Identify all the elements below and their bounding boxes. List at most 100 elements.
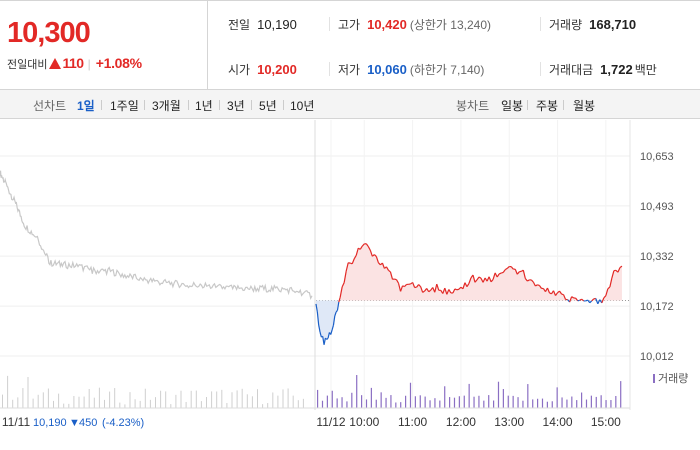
change-line: 전일대비 110 | +1.08% bbox=[7, 55, 142, 72]
series-segment-11-12 bbox=[355, 247, 359, 256]
volume-bar bbox=[2, 394, 3, 408]
lower-limit: (하한가 7,140) bbox=[409, 63, 485, 77]
series-segment-11-12 bbox=[350, 262, 353, 265]
series-segment-11-12 bbox=[399, 285, 404, 292]
series-segment-11-12 bbox=[367, 246, 371, 251]
tab-weekly-candle[interactable]: 주봉 bbox=[536, 99, 559, 113]
series-segment-11-12 bbox=[369, 250, 373, 257]
volume-bar bbox=[434, 398, 436, 408]
volume-legend-label: 거래량 bbox=[658, 372, 688, 385]
tab-1d[interactable]: 1일 bbox=[77, 99, 95, 113]
volume-bar bbox=[42, 392, 44, 408]
series-segment-11-12 bbox=[454, 288, 458, 291]
series-segment-11-12 bbox=[456, 288, 460, 291]
series-segment-11-12 bbox=[577, 299, 580, 302]
series-segment-11-12 bbox=[442, 287, 446, 294]
volume-bar bbox=[129, 392, 131, 408]
series-segment-11-12 bbox=[426, 288, 430, 293]
volume-bar bbox=[78, 396, 80, 408]
volume-bar bbox=[251, 396, 253, 408]
series-segment-11-12 bbox=[446, 289, 450, 295]
tab-3y[interactable]: 3년 bbox=[227, 99, 245, 113]
tab-5y[interactable]: 5년 bbox=[259, 99, 277, 113]
series-segment-11-12 bbox=[375, 256, 379, 263]
tab-1w[interactable]: 1주일 bbox=[110, 99, 139, 113]
tab-10y[interactable]: 10년 bbox=[290, 99, 315, 113]
series-segment-11-12 bbox=[345, 262, 349, 272]
series-segment-11-12 bbox=[563, 294, 567, 300]
volume-bar bbox=[226, 403, 228, 408]
volume-bar bbox=[246, 394, 248, 408]
volume-bar bbox=[444, 386, 446, 408]
series-segment-11-12 bbox=[559, 290, 563, 295]
volume-bar bbox=[37, 394, 39, 408]
volume-bar bbox=[185, 401, 187, 408]
volume-bar bbox=[7, 375, 9, 408]
tab-monthly-candle[interactable]: 월봉 bbox=[573, 99, 596, 113]
series-segment-11-12 bbox=[373, 254, 377, 257]
y-tick-label: 10,493 bbox=[640, 201, 674, 213]
series-segment-11-12 bbox=[538, 285, 542, 289]
series-segment-11-12 bbox=[365, 243, 369, 247]
series-segment-11-12 bbox=[575, 297, 579, 302]
series-segment-11-12 bbox=[496, 273, 500, 278]
series-segment-11-12 bbox=[579, 298, 582, 301]
series-segment-11-12 bbox=[504, 267, 508, 271]
volume-bar bbox=[473, 396, 475, 408]
volume-bar bbox=[292, 395, 294, 408]
high-cell: 고가 10,420 (상한가 13,240) bbox=[338, 16, 491, 33]
volume-bar bbox=[216, 391, 218, 408]
series-area-up bbox=[316, 243, 622, 301]
tab-divider bbox=[283, 100, 284, 110]
volume-label: 거래량 bbox=[549, 18, 583, 32]
volume-bar bbox=[27, 376, 29, 408]
series-segment-11-12 bbox=[506, 266, 510, 269]
volume-bar bbox=[17, 397, 19, 408]
low-cell: 저가 10,060 (하한가 7,140) bbox=[338, 61, 484, 78]
prev-day-close: 10,190 bbox=[33, 417, 67, 429]
series-segment-11-12 bbox=[418, 284, 422, 288]
series-segment-11-12 bbox=[490, 278, 494, 283]
volume-bar bbox=[22, 388, 24, 408]
tab-daily-candle[interactable]: 일봉 bbox=[501, 99, 524, 113]
tab-divider bbox=[101, 100, 102, 110]
series-segment-11-12 bbox=[585, 299, 588, 302]
volume-bar bbox=[267, 403, 269, 408]
volume-bar bbox=[351, 392, 353, 408]
series-segment-11-12 bbox=[395, 279, 400, 284]
series-segment-11-12 bbox=[343, 271, 347, 283]
volume-bar bbox=[346, 401, 348, 408]
volume-bar bbox=[144, 388, 146, 408]
series-segment-11-12 bbox=[611, 270, 615, 279]
volume-bar bbox=[610, 400, 612, 408]
series-segment-11-12 bbox=[361, 243, 365, 247]
volume-bar bbox=[297, 400, 299, 408]
amount-value: 1,722 bbox=[600, 62, 633, 77]
series-segment-11-12 bbox=[428, 289, 432, 293]
volume-bar bbox=[73, 396, 75, 408]
volume-bar bbox=[321, 400, 324, 408]
series-segment-11-12 bbox=[466, 283, 470, 288]
divider bbox=[540, 62, 541, 76]
series-segment-11-12 bbox=[371, 254, 375, 257]
tab-1y[interactable]: 1년 bbox=[195, 99, 213, 113]
volume-cell: 거래량 168,710 bbox=[549, 16, 636, 33]
volume-bar bbox=[546, 401, 548, 408]
volume-bar bbox=[195, 390, 197, 408]
volume-bar bbox=[566, 399, 568, 408]
volume-bar bbox=[336, 398, 338, 408]
volume-bar bbox=[155, 397, 156, 408]
volume-bar bbox=[488, 395, 490, 408]
x-tick-label: 11:00 bbox=[398, 415, 427, 429]
series-segment-11-12 bbox=[341, 282, 345, 288]
series-segment-11-12 bbox=[482, 277, 486, 283]
y-tick-label: 10,653 bbox=[640, 151, 674, 163]
prev-day-change-arrow: ▼ bbox=[69, 417, 80, 429]
volume-bar bbox=[395, 402, 397, 408]
series-segment-11-12 bbox=[619, 265, 623, 269]
series-segment-11-12 bbox=[377, 262, 381, 266]
x-tick-label: 11/11 bbox=[2, 415, 31, 429]
prev-day-rate: (-4.23%) bbox=[102, 417, 144, 429]
tab-3m[interactable]: 3개월 bbox=[152, 99, 181, 113]
volume-bar bbox=[532, 399, 534, 408]
